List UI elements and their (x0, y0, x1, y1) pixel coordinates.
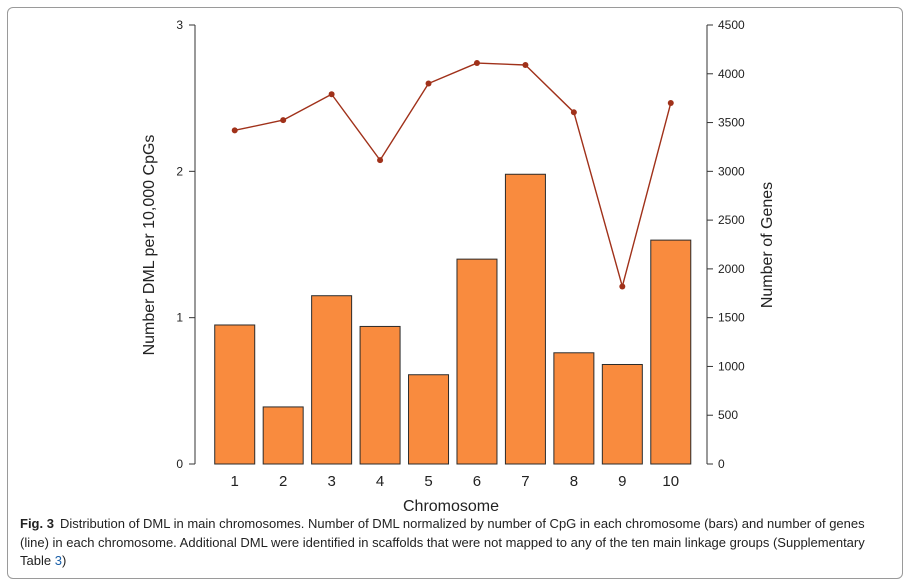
x-axis-tick-label: 2 (279, 473, 287, 490)
genes-point-chromosome-6 (473, 60, 480, 67)
right-axis-tick-label: 2000 (718, 262, 745, 276)
left-axis-title: Number DML per 10,000 CpGs (141, 135, 158, 356)
right-axis-tick-label: 0 (718, 457, 725, 471)
x-axis-tick-label: 9 (618, 473, 626, 490)
axes (189, 24, 713, 465)
genes-point-chromosome-9 (619, 283, 626, 290)
genes-point-chromosome-10 (667, 100, 674, 107)
supplementary-table-link[interactable]: 3 (54, 553, 62, 568)
figure-number: Fig. 3 (20, 516, 54, 531)
figure-caption: Fig. 3 Distribution of DML in main chromo… (20, 515, 888, 571)
x-axis-tick-label: 7 (521, 473, 529, 490)
bar-chromosome-7 (504, 173, 546, 465)
left-axis-tick-label: 2 (176, 164, 183, 178)
axis-labels: 0 1 2 3 0 500 1000 1500 2000 2500 3000 3500 4000 4500… (141, 18, 776, 515)
bar-chromosome-1 (214, 324, 256, 465)
right-axis-title: Number of Genes (759, 182, 776, 308)
bar-chromosome-2 (262, 406, 304, 465)
bar-series (214, 173, 692, 465)
x-axis-title: Chromosome (403, 498, 499, 515)
x-axis-tick-label: 8 (570, 473, 578, 490)
x-axis-tick-label: 4 (376, 473, 384, 490)
caption-text: Distribution of DML in main chromosomes.… (20, 516, 865, 568)
left-axis-tick-label: 0 (176, 457, 183, 471)
line-series (231, 60, 674, 290)
genes-point-chromosome-2 (280, 117, 287, 124)
right-axis-tick-label: 500 (718, 408, 738, 422)
caption-text-end: ) (61, 553, 67, 568)
x-axis-tick-label: 6 (473, 473, 481, 490)
x-axis-tick-label: 1 (231, 473, 239, 490)
right-axis-tick-label: 1500 (718, 311, 745, 325)
right-axis-tick-label: 4000 (718, 67, 745, 81)
genes-line (234, 62, 672, 288)
right-axis-tick-label: 4500 (718, 18, 745, 32)
left-axis-tick-label: 3 (176, 18, 183, 32)
genes-point-chromosome-7 (522, 61, 529, 68)
right-axis-tick-label: 2500 (718, 213, 745, 227)
bar-chromosome-8 (553, 352, 595, 465)
right-axis-tick-label: 3000 (718, 164, 745, 178)
bar-chromosome-6 (456, 258, 498, 465)
x-axis-tick-label: 3 (327, 473, 335, 490)
left-axis-tick-label: 1 (176, 311, 183, 325)
genes-point-chromosome-1 (231, 127, 238, 134)
figure-frame (7, 7, 903, 579)
bar-chromosome-9 (601, 363, 643, 465)
right-axis-tick-label: 3500 (718, 116, 745, 130)
bar-chromosome-4 (359, 325, 401, 465)
genes-point-chromosome-8 (570, 109, 577, 116)
bar-chromosome-5 (408, 374, 450, 465)
genes-point-chromosome-3 (328, 91, 335, 98)
right-axis-tick-label: 1000 (718, 359, 745, 373)
bar-chromosome-3 (311, 295, 353, 465)
genes-point-chromosome-5 (425, 80, 432, 87)
x-axis-tick-label: 5 (424, 473, 432, 490)
x-axis-tick-label: 10 (662, 473, 679, 490)
genes-point-chromosome-4 (377, 157, 384, 164)
bar-chromosome-10 (650, 239, 692, 465)
chart: 0 1 2 3 0 500 1000 1500 2000 2500 3000 3500 4000 4500… (141, 18, 776, 515)
